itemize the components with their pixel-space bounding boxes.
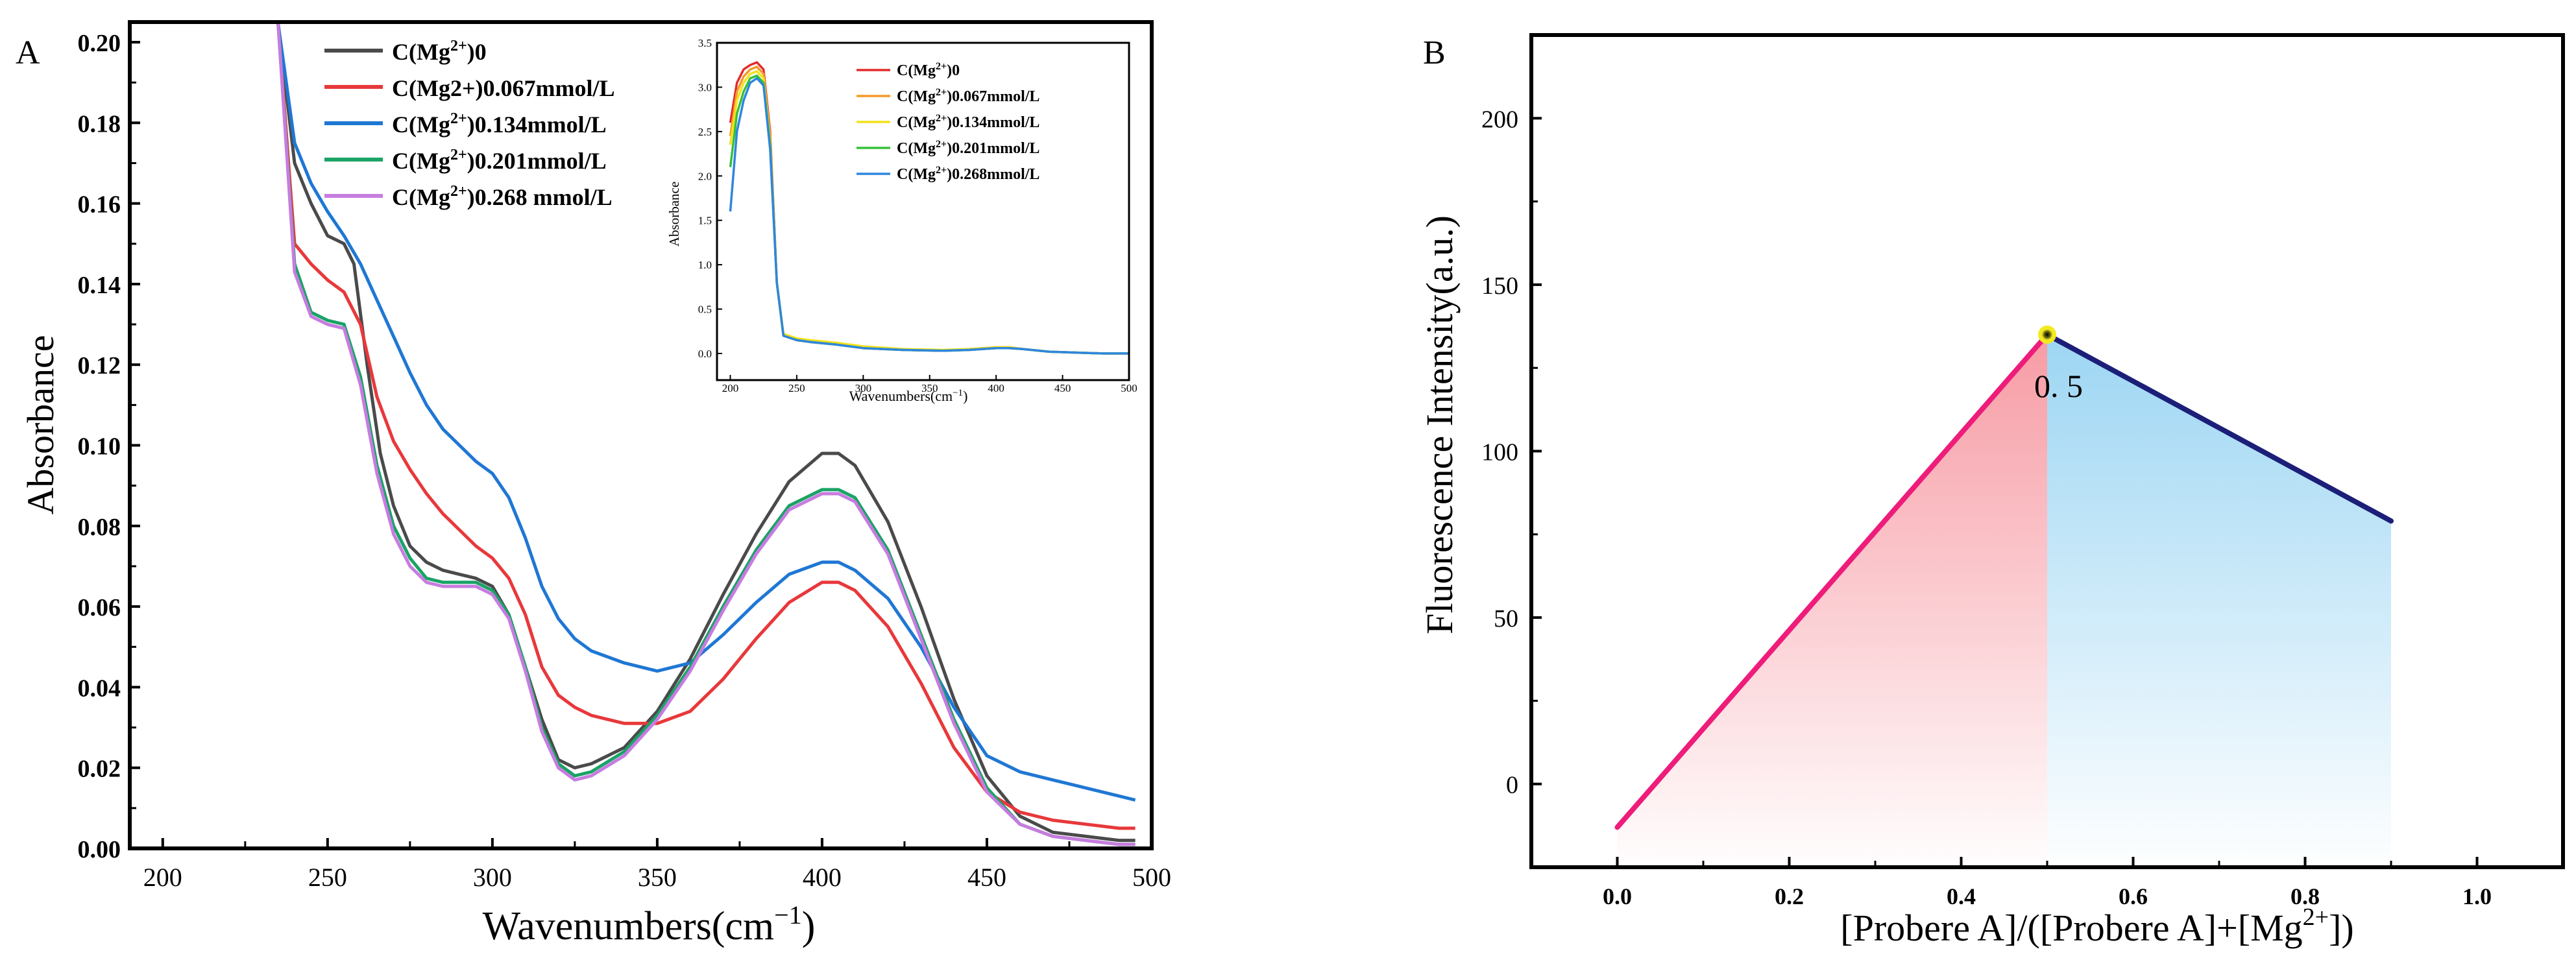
a-legend-label-0: C(Mg2+)0 bbox=[392, 38, 487, 65]
a-y-tick-label: 0.08 bbox=[78, 514, 121, 541]
inset-background bbox=[672, 40, 1129, 383]
b-series-line-0 bbox=[1614, 331, 2050, 830]
panel-a-legend: C(Mg2+)0 C(Mg2+)0.067mmol/L C(Mg2+)0.134mm… bbox=[324, 38, 614, 210]
panel-b-x-axis-label: [Probere A]/([Probere A]+[Mg2+]) bbox=[1840, 904, 2353, 949]
a-x-tick-label: 450 bbox=[967, 863, 1006, 892]
inset-x-tick-label: 300 bbox=[855, 382, 872, 394]
a-legend-label-1: C(Mg2+)0.067mmol/L bbox=[392, 75, 614, 101]
panel-b: B Fluorescence Intensity(a.u.) [Probere … bbox=[1418, 33, 2565, 949]
inset-legend-label-4: C(Mg2+)0.268mmol/L bbox=[897, 165, 1039, 183]
a-y-tick-label: 0.02 bbox=[78, 756, 121, 783]
b-y-tick-label: 100 bbox=[1481, 439, 1518, 466]
inset-y-ticks: 0.0 0.5 1.0 1.5 2.0 2.5 3.0 3.5 bbox=[698, 37, 722, 360]
panel-a-y-axis-label: Absorbance bbox=[19, 335, 62, 514]
inset-x-tick-label: 350 bbox=[921, 382, 938, 394]
panel-a-inset: 0.0 0.5 1.0 1.5 2.0 2.5 3.0 3.5 200 250 300 350 400… bbox=[666, 37, 1137, 404]
inset-x-tick-label: 400 bbox=[988, 382, 1004, 394]
a-x-tick-label: 200 bbox=[143, 863, 182, 892]
a-y-tick-label: 0.12 bbox=[78, 352, 121, 379]
inset-plot-frame bbox=[716, 42, 1130, 381]
a-legend-label-2: C(Mg2+)0.134mmol/L bbox=[392, 110, 607, 138]
panel-b-y-ticks: 0 50 100 150 200 bbox=[1481, 106, 1542, 799]
a-y-tick-label: 0.10 bbox=[78, 433, 121, 461]
inset-y-tick-label: 1.0 bbox=[698, 259, 712, 271]
inset-y-axis-label: Absorbance bbox=[666, 182, 682, 246]
panel-a-plot-frame bbox=[128, 20, 1154, 850]
a-series-line-4 bbox=[276, 23, 1136, 846]
b-series-line-1 bbox=[2045, 331, 2394, 524]
b-y-tick-label: 200 bbox=[1481, 106, 1518, 133]
inset-y-tick-label: 1.5 bbox=[698, 215, 712, 227]
b-x-tick-label: 0.6 bbox=[2119, 883, 2148, 909]
inset-x-tick-label: 250 bbox=[788, 382, 805, 394]
a-y-tick-label: 0.14 bbox=[78, 272, 121, 299]
panel-a-y-ticks: 0.00 0.02 0.04 0.06 0.08 0.10 0.12 0.14 0.16 0.18… bbox=[78, 30, 140, 863]
b-y-tick-label: 50 bbox=[1494, 605, 1518, 632]
a-series-line-1 bbox=[276, 23, 1136, 830]
a-series-line-0 bbox=[276, 23, 1136, 843]
inset-x-tick-label: 450 bbox=[1054, 382, 1071, 394]
inset-y-tick-label: 3.0 bbox=[698, 81, 712, 93]
inset-legend-label-0: C(Mg2+)0 bbox=[897, 61, 960, 79]
b-y-tick-label: 150 bbox=[1481, 272, 1518, 300]
b-y-tick-label: 0 bbox=[1506, 772, 1518, 799]
b-x-tick-label: 0.8 bbox=[2290, 883, 2320, 909]
panel-b-y-axis-label: Fluorescence Intensity(a.u.) bbox=[1418, 215, 1461, 634]
panel-b-peak-label: 0. 5 bbox=[2034, 368, 2083, 404]
panel-a-label: A bbox=[16, 34, 40, 71]
inset-x-tick-label: 200 bbox=[722, 382, 739, 394]
panel-a: A Absorbance Wavenumbers(cm−1) 0.000.020… bbox=[16, 20, 1171, 948]
inset-series-line-4 bbox=[729, 77, 1129, 355]
a-x-tick-label: 500 bbox=[1132, 863, 1171, 892]
a-legend-label-3: C(Mg2+)0.201mmol/L bbox=[392, 147, 607, 174]
panel-b-lines bbox=[1614, 331, 2394, 830]
a-x-tick-label: 300 bbox=[473, 863, 512, 892]
a-y-tick-label: 0.18 bbox=[78, 110, 121, 138]
a-x-tick-label: 400 bbox=[803, 863, 842, 892]
inset-y-tick-label: 0.5 bbox=[698, 304, 712, 316]
a-y-tick-label: 0.06 bbox=[78, 594, 121, 621]
a-y-tick-label: 0.04 bbox=[78, 675, 121, 702]
panel-a-x-ticks: 200 250 300 350 400 450 500 bbox=[143, 838, 1171, 892]
inset-y-tick-label: 0.0 bbox=[698, 348, 712, 360]
inset-legend-label-2: C(Mg2+)0.134mmol/L bbox=[897, 113, 1039, 131]
b-x-tick-label: 0.2 bbox=[1775, 883, 1804, 909]
inset-series bbox=[729, 61, 1129, 355]
inset-y-tick-label: 2.5 bbox=[698, 126, 712, 138]
inset-x-tick-label: 500 bbox=[1121, 382, 1137, 394]
a-x-tick-label: 350 bbox=[638, 863, 677, 892]
panel-a-x-axis-label: Wavenumbers(cm−1) bbox=[483, 900, 816, 948]
b-x-tick-label: 1.0 bbox=[2462, 883, 2492, 909]
a-y-tick-label: 0.20 bbox=[78, 30, 121, 57]
inset-x-axis-label: Wavenumbers(cm−1) bbox=[849, 388, 968, 404]
inset-x-ticks: 200 250 300 350 400 450 500 bbox=[722, 375, 1137, 394]
panel-a-series bbox=[276, 23, 1136, 846]
panel-b-label: B bbox=[1423, 34, 1446, 71]
a-series-line-2 bbox=[276, 23, 1136, 802]
a-y-tick-label: 0.00 bbox=[78, 836, 121, 863]
a-legend-label-4: C(Mg2+)0.268 mmol/L bbox=[392, 183, 613, 210]
b-x-tick-label: 0.0 bbox=[1603, 883, 1632, 909]
b-x-tick-label: 0.4 bbox=[1947, 883, 1976, 909]
b-area-0 bbox=[1617, 334, 2047, 861]
panel-b-x-ticks: 0.0 0.2 0.4 0.6 0.8 1.0 bbox=[1603, 857, 2492, 909]
panel-b-fills bbox=[1617, 334, 2391, 861]
inset-y-tick-label: 2.0 bbox=[698, 170, 712, 182]
b-area-1 bbox=[2047, 334, 2391, 861]
a-x-tick-label: 250 bbox=[308, 863, 347, 892]
inset-legend-label-3: C(Mg2+)0.201mmol/L bbox=[897, 139, 1039, 157]
a-y-tick-label: 0.16 bbox=[78, 191, 121, 219]
inset-y-tick-label: 3.5 bbox=[698, 37, 712, 49]
inset-legend: C(Mg2+)0 C(Mg2+)0.067mmol/L C(Mg2+)0.134mm… bbox=[857, 61, 1039, 183]
inset-legend-label-1: C(Mg2+)0.067mmol/L bbox=[897, 87, 1039, 105]
panel-b-peak-marker bbox=[2038, 325, 2056, 344]
